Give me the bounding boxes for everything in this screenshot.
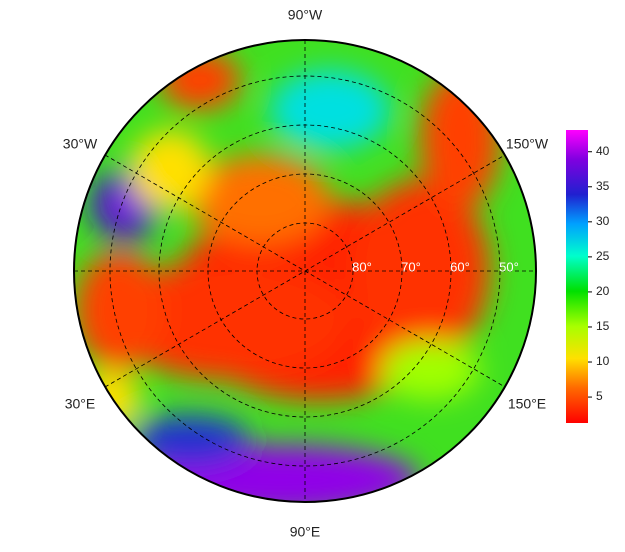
latitude-label: 50° [499, 259, 519, 274]
latitude-label: 70° [401, 259, 421, 274]
colorbar-tick-label: 5 [596, 389, 603, 403]
colorbar-tick-label: 35 [596, 179, 610, 193]
longitude-label: 90°E [290, 524, 321, 540]
colorbar [566, 130, 588, 423]
colorbar-tick-label: 40 [596, 144, 610, 158]
colorbar-tick-label: 25 [596, 249, 610, 263]
longitude-label: 90°W [288, 7, 323, 23]
longitude-label: 150°E [508, 396, 546, 412]
colorbar-tick-label: 15 [596, 319, 610, 333]
map-border [73, 39, 537, 503]
longitude-label: 30°W [63, 136, 98, 152]
longitude-label: 150°W [506, 136, 549, 152]
latitude-label: 60° [450, 259, 470, 274]
colorbar-tick-label: 20 [596, 284, 610, 298]
latitude-label: 80° [352, 259, 372, 274]
colorbar-tick-label: 10 [596, 354, 610, 368]
graticule [74, 40, 536, 502]
longitude-label: 30°E [65, 396, 96, 412]
colorbar-tick-label: 30 [596, 214, 610, 228]
